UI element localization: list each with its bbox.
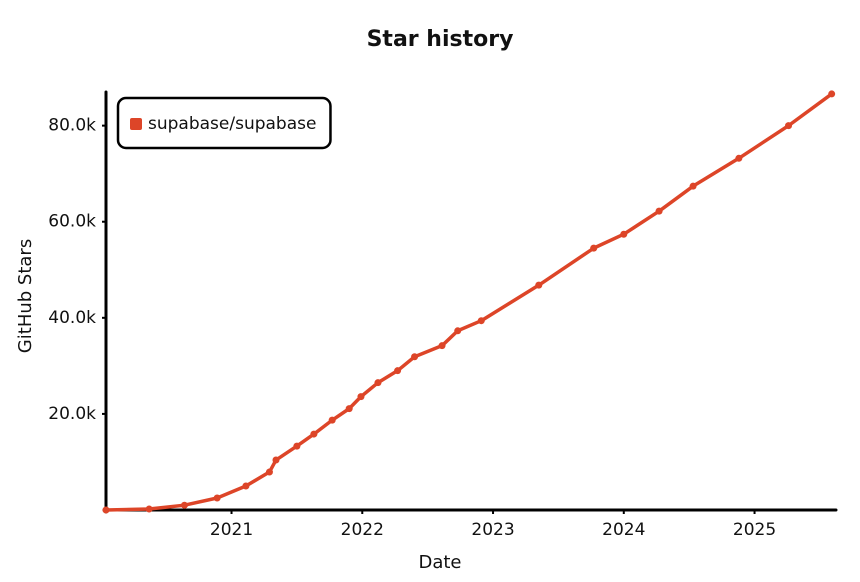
chart-title: Star history xyxy=(367,27,514,52)
data-point xyxy=(620,230,628,238)
data-point xyxy=(345,405,353,413)
data-point xyxy=(357,393,365,401)
legend-box xyxy=(116,96,332,150)
data-point xyxy=(102,506,110,514)
x-tick-label: 2022 xyxy=(341,520,384,540)
data-point xyxy=(265,468,273,476)
series-line xyxy=(104,92,834,512)
data-point xyxy=(411,353,419,361)
x-tick-label: 2025 xyxy=(733,520,776,540)
data-point xyxy=(590,244,598,252)
data-point xyxy=(655,207,663,215)
data-point xyxy=(735,154,743,162)
data-point xyxy=(213,494,221,502)
data-point xyxy=(785,122,793,130)
data-point xyxy=(438,342,446,350)
data-point xyxy=(828,90,836,98)
data-point xyxy=(328,416,336,424)
legend-label: supabase/supabase xyxy=(148,114,316,134)
x-tick-label: 2023 xyxy=(471,520,514,540)
x-axis-title: Date xyxy=(418,552,461,573)
data-point xyxy=(145,505,153,513)
data-point xyxy=(293,442,301,450)
legend: supabase/supabase xyxy=(116,96,332,150)
x-tick-label: 2021 xyxy=(210,520,253,540)
data-point xyxy=(374,379,382,387)
data-point xyxy=(454,327,462,335)
data-point xyxy=(310,430,318,438)
y-tick-label: 80.0k xyxy=(48,116,96,136)
data-point xyxy=(242,482,250,490)
y-axis-title: GitHub Stars xyxy=(15,239,36,353)
data-point xyxy=(394,367,402,375)
y-tick-label: 40.0k xyxy=(48,308,96,328)
y-tick-label: 60.0k xyxy=(48,212,96,232)
data-point xyxy=(180,501,188,509)
data-point xyxy=(535,281,543,289)
y-tick-label: 20.0k xyxy=(48,404,96,424)
legend-swatch xyxy=(130,118,142,130)
data-point xyxy=(477,317,485,325)
data-point xyxy=(272,456,280,464)
data-point xyxy=(689,182,697,190)
x-tick-label: 2024 xyxy=(602,520,645,540)
